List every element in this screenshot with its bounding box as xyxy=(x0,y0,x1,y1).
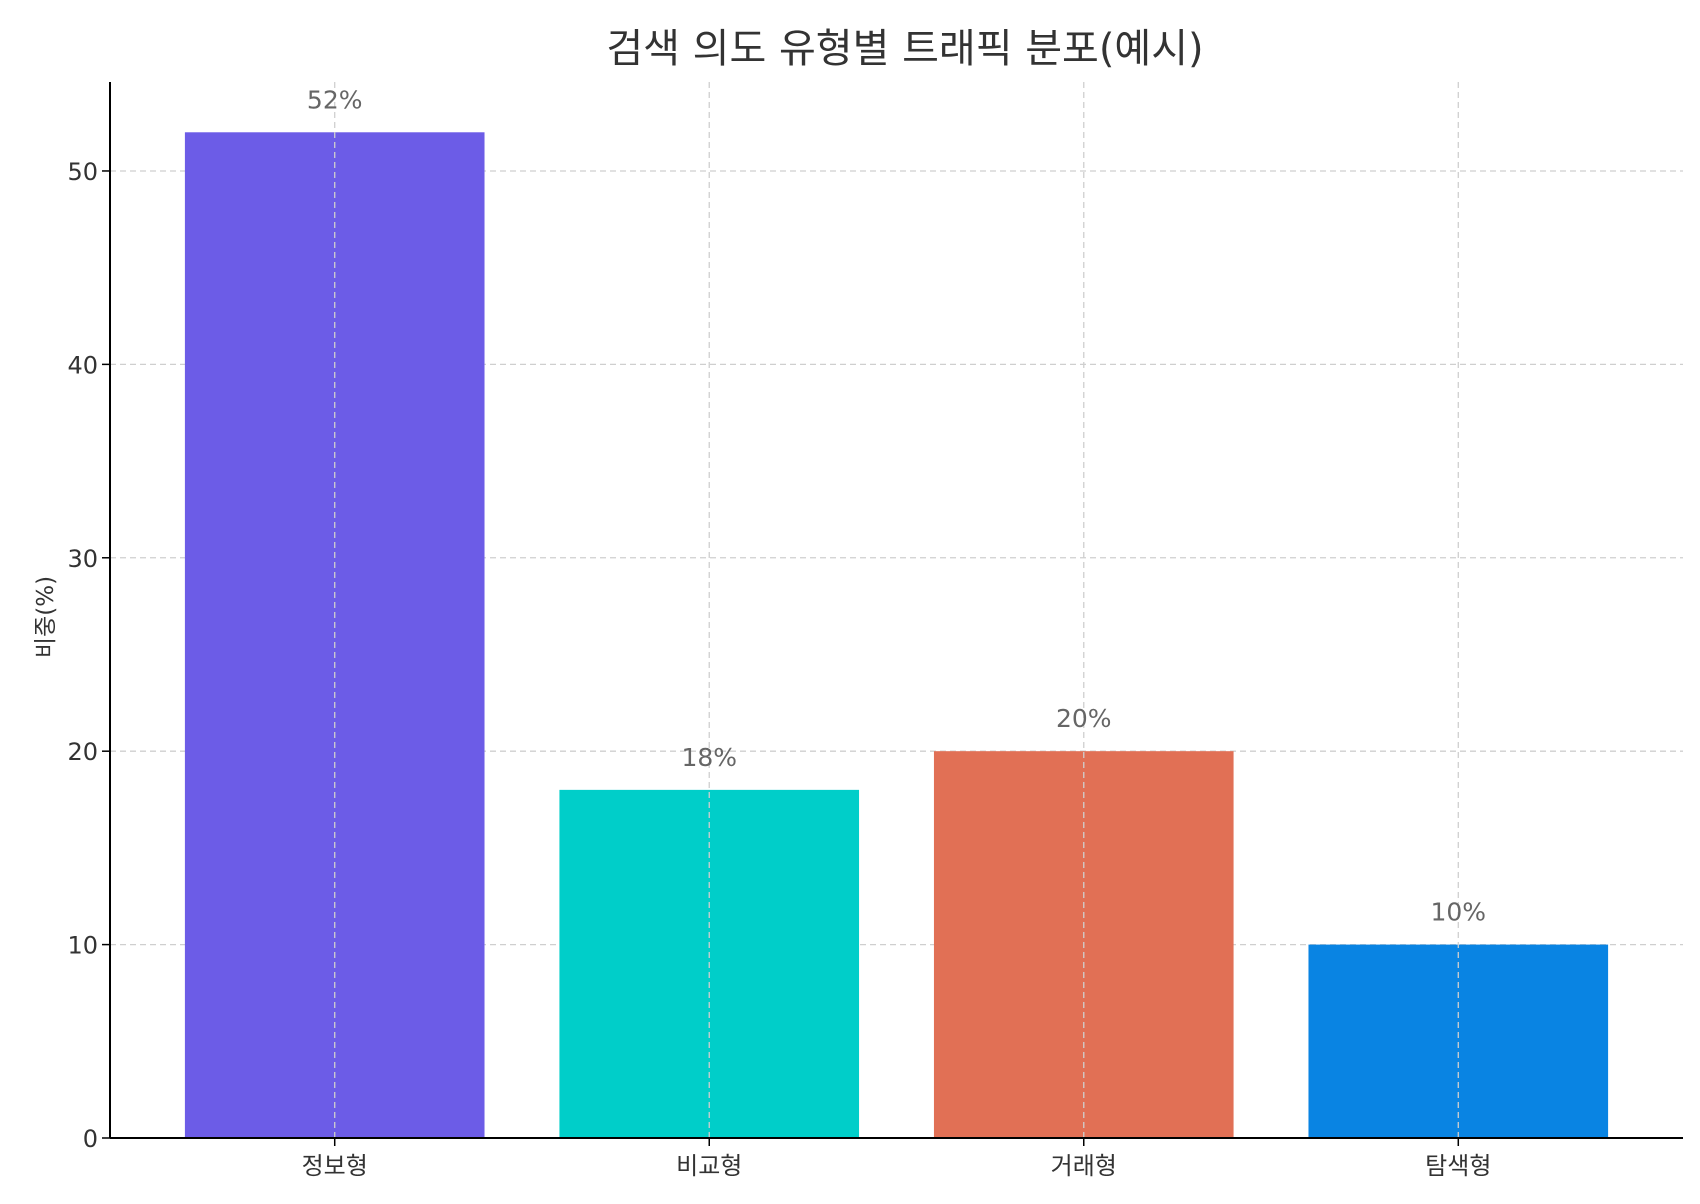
y-axis-title: 비중(%) xyxy=(33,576,59,658)
axes xyxy=(102,82,1683,1146)
y-tick-label: 50 xyxy=(67,158,98,186)
data-label: 18% xyxy=(681,743,737,772)
y-tick-label: 30 xyxy=(67,545,98,573)
vertical-grid-lines xyxy=(334,82,1459,1138)
y-tick-label: 40 xyxy=(67,351,98,379)
y-tick-label: 0 xyxy=(83,1125,98,1153)
data-label: 52% xyxy=(307,85,363,114)
labels: 0 10 20 30 40 50 정보형 비교형 거래형 탐색형 52% 18% 20% 10% xyxy=(67,85,1491,1180)
x-tick-label: 정보형 xyxy=(302,1152,368,1180)
bars xyxy=(184,132,1609,1139)
data-label: 10% xyxy=(1430,898,1486,927)
chart-title: 검색 의도 유형별 트래픽 분포(예시) xyxy=(606,26,1203,72)
x-tick-label: 탐색형 xyxy=(1425,1152,1491,1180)
x-tick-label: 비교형 xyxy=(676,1152,742,1180)
y-tick-label: 10 xyxy=(67,932,98,960)
data-label: 20% xyxy=(1056,704,1112,733)
y-tick-label: 20 xyxy=(67,738,98,766)
x-tick-label: 거래형 xyxy=(1051,1152,1117,1180)
